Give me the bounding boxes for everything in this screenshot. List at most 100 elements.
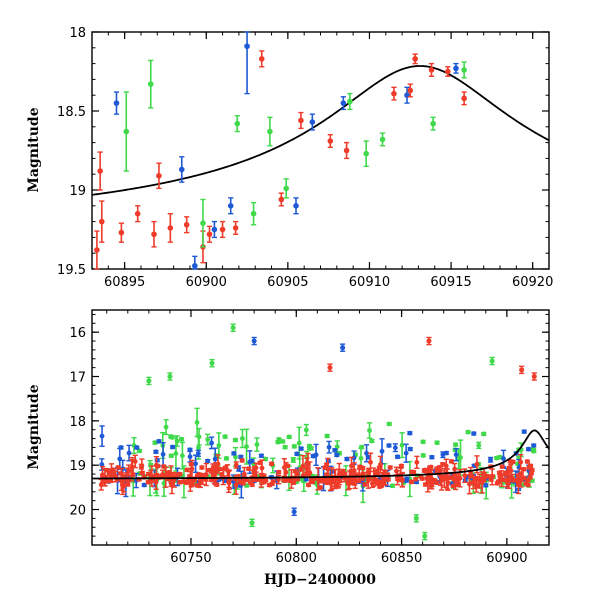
top-marker [200,220,206,226]
bottom-data-point [447,475,454,481]
bottom-marker [519,367,525,373]
bottom-model-curve-layer [92,429,550,480]
bottom-data-point [305,482,312,488]
bottom-marker [252,465,257,471]
bottom-data-point [327,478,333,484]
bottom-data-point [222,434,228,440]
bottom-marker [282,444,288,450]
bottom-marker [291,509,297,515]
bottom-data-point [489,356,495,366]
bottom-data-point [332,468,338,490]
top-data-point [283,178,290,199]
bottom-marker [424,475,430,481]
bottom-data-point [366,476,372,482]
top-marker [461,67,467,73]
bottom-marker [155,463,161,469]
bottom-marker [146,378,152,384]
bottom-data-point [494,455,500,461]
bottom-marker [407,430,413,436]
bottom-marker [214,482,220,488]
bottom-marker [453,452,459,458]
bottom-marker [251,338,257,344]
bottom-marker [189,481,195,487]
top-marker [167,225,174,231]
bottom-marker [196,445,201,451]
bottom-marker [240,436,245,441]
bottom-marker [117,456,123,462]
bottom-data-point [194,483,200,488]
bottom-data-point [422,467,428,473]
top-marker [379,136,386,143]
bottom-marker [481,431,487,437]
bottom-marker [226,480,232,486]
bottom-data-point [420,453,426,458]
bottom-marker [177,471,183,477]
bottom-marker [531,448,537,454]
bottom-data-point [429,454,435,460]
bottom-marker [291,480,297,486]
bottom-plot-frame [91,309,550,546]
bottom-marker [259,478,265,484]
bottom-data-point [145,479,151,485]
bottom-data-point [249,458,255,464]
bottom-data-point [502,471,509,477]
top-marker [234,120,241,127]
bottom-data-point [518,453,524,471]
bottom-marker [531,443,537,448]
bottom-marker [429,454,435,460]
bottom-marker [195,450,201,456]
bottom-marker [318,485,324,490]
bottom-marker [407,446,413,452]
bottom-marker [413,515,419,521]
bottom-data-point [344,456,350,462]
bottom-data-point [298,446,304,452]
bottom-data-point [444,468,450,488]
top-data-point [428,62,435,77]
bottom-marker [443,450,449,456]
bottom-marker [306,482,311,488]
top-marker [309,119,316,125]
bottom-data-point [334,452,340,458]
bottom-marker [386,443,392,448]
bottom-marker [324,472,330,478]
bottom-marker [167,374,173,380]
bottom-marker [494,455,500,461]
bottom-marker [422,533,428,539]
bottom-data-point [508,463,514,478]
bottom-marker [334,444,340,450]
bottom-marker [434,480,440,486]
bottom-data-point [451,474,458,482]
bottom-data-point [232,437,239,443]
bottom-marker [154,457,160,463]
bottom-marker [506,477,512,482]
bottom-marker [275,439,281,445]
bottom-data-point [153,449,159,455]
bottom-data-point [167,372,173,381]
bottom-marker [174,438,180,444]
bottom-data-point [362,482,368,487]
bottom-data-point [141,482,147,488]
bottom-marker [395,454,400,460]
bottom-data-point [434,480,440,486]
bottom-marker [529,470,534,476]
bottom-marker [254,442,260,447]
bottom-marker [286,434,292,440]
bottom-marker [467,481,472,487]
bottom-marker [139,470,145,476]
bottom-data-point [286,434,292,440]
bottom-x-axis-label: HJD−2400000 [264,572,376,588]
top-data-point [445,66,451,77]
bottom-data-point [500,449,507,468]
top-marker [293,203,299,209]
top-data-point [258,50,265,68]
bottom-marker [156,438,162,444]
top-data-point [178,156,185,183]
bottom-data-point [392,443,398,453]
bottom-marker [298,467,304,472]
bottom-data-point [177,471,183,477]
top-model-curve-layer [91,65,550,196]
bottom-data-point [531,372,537,381]
bottom-data-point [326,440,332,454]
bottom-y-tick-label: 17 [69,371,86,386]
